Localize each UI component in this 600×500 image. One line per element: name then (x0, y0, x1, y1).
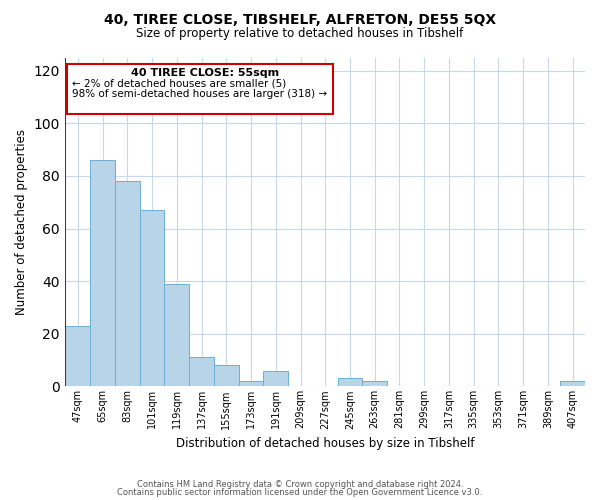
Bar (338, 378, 362, 386)
Bar (90, 160, 115, 386)
Bar (189, 358, 214, 386)
X-axis label: Distribution of detached houses by size in Tibshelf: Distribution of detached houses by size … (176, 437, 475, 450)
Bar (115, 181, 140, 386)
Bar (164, 284, 189, 386)
Text: 98% of semi-detached houses are larger (318) →: 98% of semi-detached houses are larger (… (71, 88, 327, 99)
FancyBboxPatch shape (67, 64, 332, 114)
Bar (214, 366, 239, 386)
Text: 40, TIREE CLOSE, TIBSHELF, ALFRETON, DE55 5QX: 40, TIREE CLOSE, TIBSHELF, ALFRETON, DE5… (104, 12, 496, 26)
Text: ← 2% of detached houses are smaller (5): ← 2% of detached houses are smaller (5) (71, 78, 286, 88)
Bar (239, 381, 263, 386)
Bar (560, 381, 585, 386)
Bar (140, 210, 164, 386)
Bar (362, 381, 387, 386)
Bar (263, 370, 288, 386)
Text: Contains HM Land Registry data © Crown copyright and database right 2024.: Contains HM Land Registry data © Crown c… (137, 480, 463, 489)
Bar (65, 326, 90, 386)
Y-axis label: Number of detached properties: Number of detached properties (15, 129, 28, 315)
Text: Size of property relative to detached houses in Tibshelf: Size of property relative to detached ho… (136, 28, 464, 40)
Text: Contains public sector information licensed under the Open Government Licence v3: Contains public sector information licen… (118, 488, 482, 497)
Text: 40 TIREE CLOSE: 55sqm: 40 TIREE CLOSE: 55sqm (131, 68, 279, 78)
